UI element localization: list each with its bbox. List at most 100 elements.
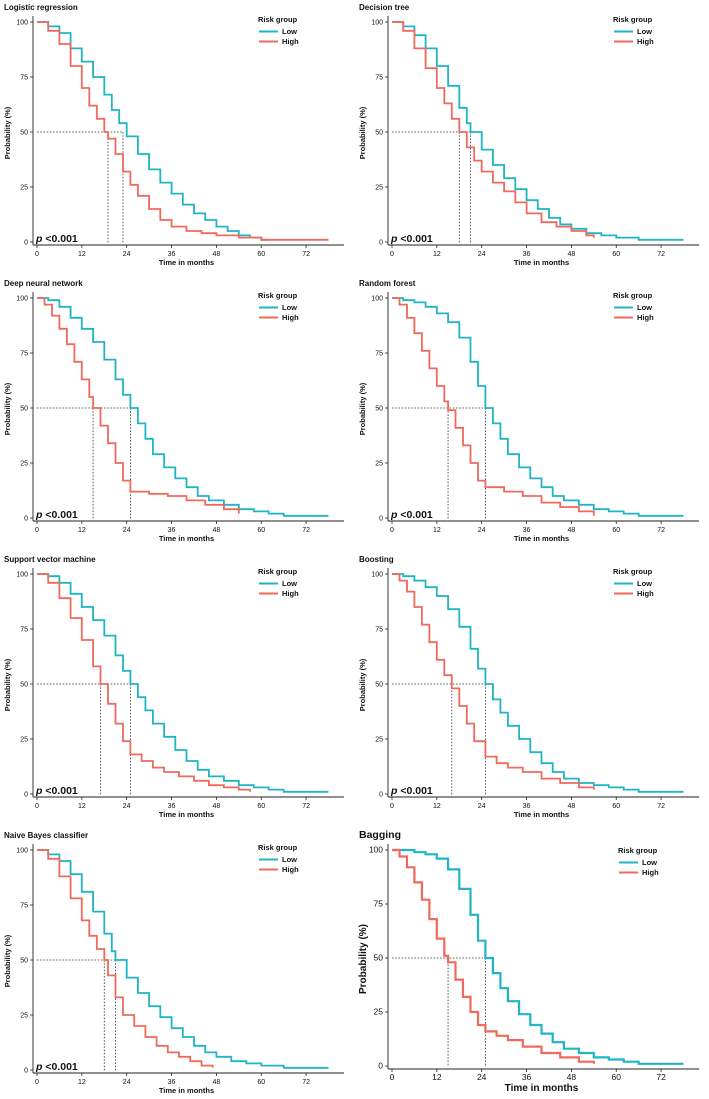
y-tick-label: 0 (24, 240, 28, 247)
km-curve-high (37, 21, 329, 241)
panel-title: Bagging (359, 829, 401, 841)
legend-label: Low (282, 579, 297, 588)
y-tick-label: 0 (24, 516, 28, 523)
x-tick-label: 36 (523, 803, 531, 810)
km-curve-low (37, 297, 329, 517)
y-tick-label: 0 (379, 240, 383, 247)
y-tick-label: 75 (374, 899, 384, 909)
y-tick-label: 50 (20, 682, 28, 689)
y-tick-label: 25 (374, 1007, 384, 1017)
y-axis-title: Probability (%) (3, 106, 12, 159)
y-axis-title: Probability (%) (358, 382, 367, 435)
x-tick-label: 48 (568, 803, 576, 810)
legend-label: High (282, 313, 299, 322)
panel-title: Decision tree (359, 3, 410, 12)
panel-title: Deep neural network (4, 279, 83, 288)
legend-label: High (282, 37, 299, 46)
legend-title: Risk group (258, 291, 298, 300)
y-tick-label: 100 (16, 848, 28, 855)
x-axis-title: Time in months (505, 1083, 579, 1094)
p-value-label: p <0.001 (35, 509, 78, 521)
p-value-symbol: p (390, 509, 400, 521)
y-tick-label: 100 (16, 296, 28, 303)
km-curve-low (37, 849, 329, 1069)
legend-label: Low (637, 303, 652, 312)
legend-title: Risk group (613, 291, 653, 300)
x-axis-title: Time in months (159, 1086, 214, 1095)
legend-label: High (637, 37, 654, 46)
km-curve-high (392, 848, 595, 1064)
p-value-text: <0.001 (400, 509, 433, 521)
x-tick-label: 48 (567, 1072, 577, 1082)
p-value-symbol: p (35, 1061, 45, 1073)
y-tick-label: 75 (375, 351, 383, 358)
x-tick-label: 72 (302, 803, 310, 810)
legend-title: Risk group (258, 567, 298, 576)
km-curve-high (392, 297, 595, 516)
panel-title: Random forest (359, 279, 416, 288)
x-tick-label: 0 (35, 803, 39, 810)
legend-label: High (642, 868, 659, 877)
y-axis-title: Probability (%) (3, 382, 12, 435)
panel-title: Naive Bayes classifier (4, 831, 88, 840)
x-tick-label: 12 (78, 803, 86, 810)
panel-title: Logistic regression (4, 3, 78, 12)
x-tick-label: 60 (612, 803, 620, 810)
y-tick-label: 50 (375, 406, 383, 413)
p-value-text: <0.001 (400, 233, 433, 245)
legend-label: High (282, 589, 299, 598)
p-value-text: <0.001 (45, 509, 78, 521)
legend-title: Risk group (258, 843, 298, 852)
km-curve-high (37, 297, 240, 514)
x-tick-label: 36 (522, 1072, 532, 1082)
km-curve-high (37, 573, 251, 792)
x-tick-label: 48 (213, 1079, 221, 1086)
legend-label: Low (637, 27, 652, 36)
y-tick-label: 100 (371, 296, 383, 303)
y-axis-title: Probability (%) (358, 658, 367, 711)
p-value-label: p <0.001 (390, 785, 433, 797)
x-tick-label: 72 (657, 527, 665, 534)
km-curve-low (37, 573, 329, 793)
legend-label: Low (282, 303, 297, 312)
km-panel: Support vector machine 0 25 50 75 100 0 12 24 36 4… (3, 555, 344, 819)
x-axis-title: Time in months (159, 258, 214, 267)
km-panel: Logistic regression 0 25 50 75 100 0 12 24 36 48 60… (3, 3, 344, 267)
x-tick-label: 48 (213, 803, 221, 810)
p-value-label: p <0.001 (35, 1061, 78, 1073)
x-tick-label: 24 (123, 527, 131, 534)
km-panel: Boosting 0 25 50 75 100 0 12 24 36 48 60 72 Time in m… (358, 555, 699, 819)
y-axis-title: Probability (%) (3, 934, 12, 987)
x-tick-label: 72 (302, 251, 310, 258)
y-tick-label: 50 (375, 682, 383, 689)
legend-label: Low (282, 27, 297, 36)
x-tick-label: 0 (35, 251, 39, 258)
y-axis-title: Probability (%) (358, 924, 369, 994)
p-value-label: p <0.001 (390, 509, 433, 521)
y-tick-label: 25 (375, 737, 383, 744)
y-axis-title: Probability (%) (3, 658, 12, 711)
legend-title: Risk group (618, 846, 658, 855)
p-value-symbol: p (35, 509, 45, 521)
legend-label: High (282, 865, 299, 874)
y-tick-label: 0 (24, 792, 28, 799)
panel-title: Support vector machine (4, 555, 96, 564)
x-tick-label: 24 (478, 251, 486, 258)
x-tick-label: 0 (390, 527, 394, 534)
km-panel: Random forest 0 25 50 75 100 0 12 24 36 48 60 72 Time… (358, 279, 699, 543)
x-tick-label: 48 (213, 527, 221, 534)
y-tick-label: 50 (375, 130, 383, 137)
km-curve-low (392, 848, 684, 1065)
legend-label: Low (642, 858, 657, 867)
x-tick-label: 72 (302, 527, 310, 534)
km-curve-high (392, 573, 595, 790)
p-value-symbol: p (35, 233, 45, 245)
p-value-text: <0.001 (45, 1061, 78, 1073)
km-panel: Decision tree 0 25 50 75 100 0 12 24 36 48 60 72 Time… (358, 3, 699, 267)
x-tick-label: 72 (656, 1072, 666, 1082)
x-tick-label: 12 (432, 1072, 442, 1082)
y-tick-label: 0 (379, 516, 383, 523)
p-value-symbol: p (35, 785, 45, 797)
x-tick-label: 72 (302, 1079, 310, 1086)
x-tick-label: 12 (433, 803, 441, 810)
